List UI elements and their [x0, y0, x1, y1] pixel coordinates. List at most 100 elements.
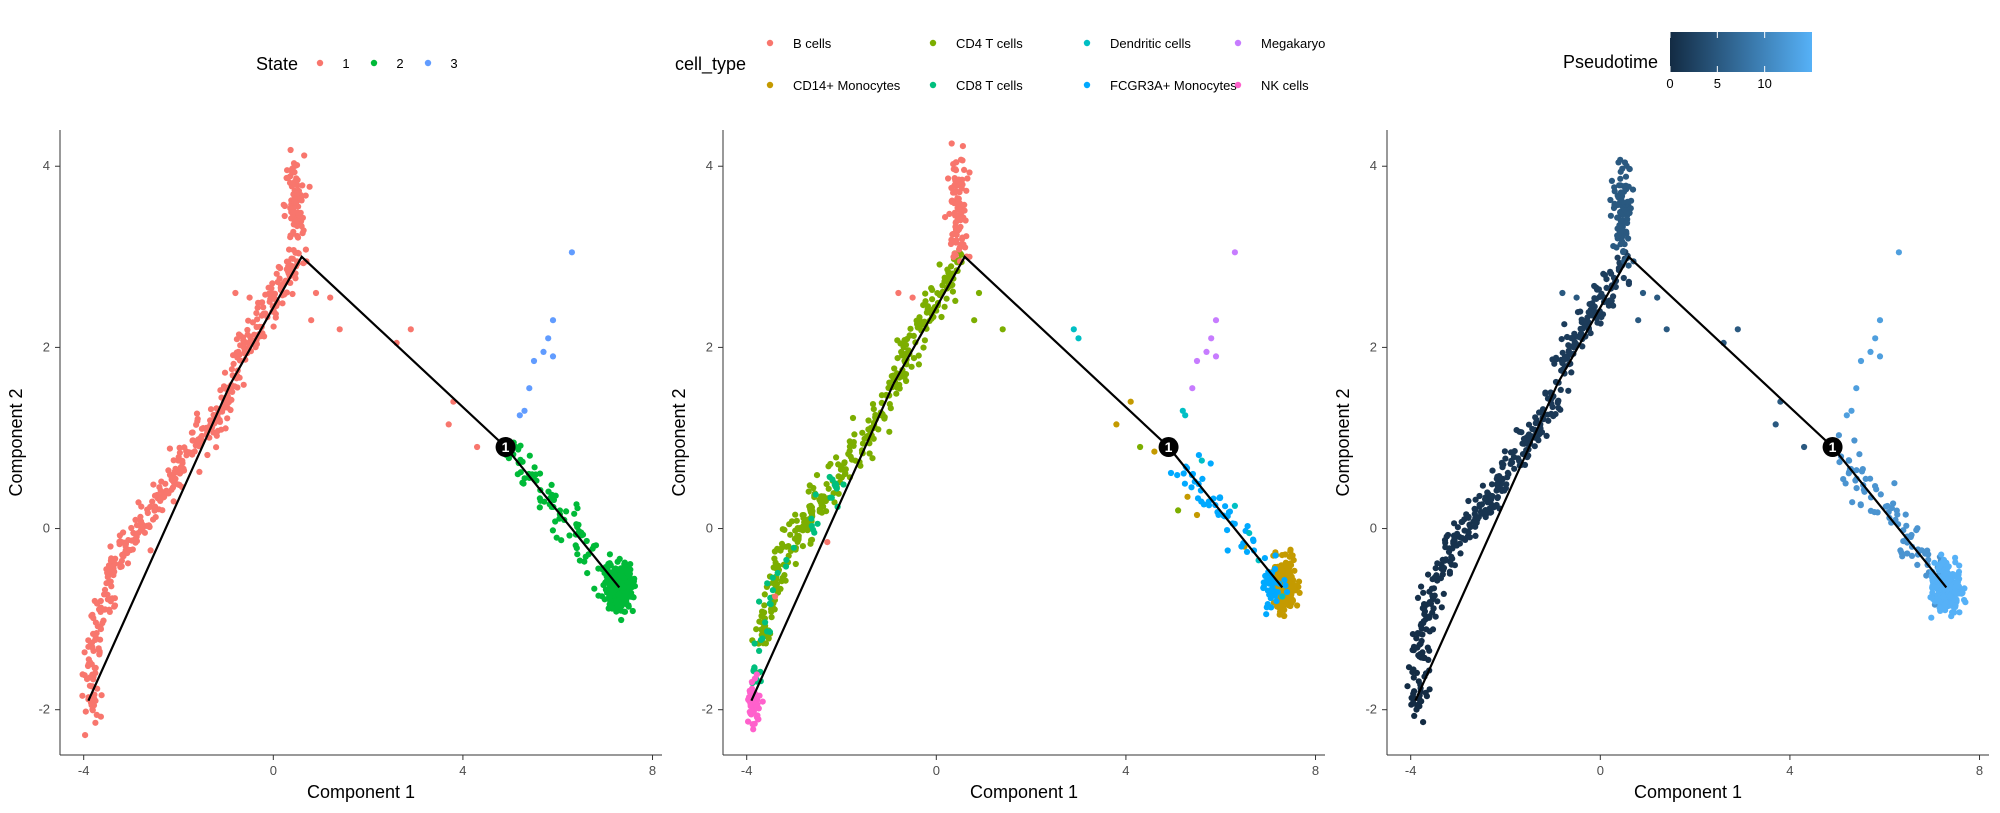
cell-point — [1598, 314, 1605, 321]
cell-point — [615, 577, 622, 584]
cell-point — [1867, 507, 1874, 514]
cell-point — [1542, 390, 1549, 397]
cell-point — [826, 473, 833, 481]
cell-point — [894, 337, 901, 344]
cell-point — [591, 585, 598, 592]
cell-point — [790, 544, 797, 551]
cell-point — [530, 357, 538, 365]
cell-point — [1587, 330, 1594, 337]
cell-point — [145, 522, 152, 529]
cell-point — [920, 302, 927, 309]
cell-point — [216, 416, 223, 424]
cell-point — [915, 361, 923, 368]
cell-point — [1857, 502, 1864, 509]
cell-point — [767, 594, 774, 602]
legend-title: State — [256, 54, 298, 74]
cell-point — [1557, 386, 1564, 393]
cell-point — [946, 210, 953, 217]
cell-point — [293, 190, 300, 197]
cell-point — [808, 522, 815, 530]
cell-point — [938, 313, 945, 321]
cell-point — [756, 618, 763, 625]
cell-point — [1853, 467, 1860, 474]
cell-point — [232, 289, 239, 297]
cell-point — [1531, 443, 1538, 450]
cell-point — [81, 649, 88, 656]
cell-point — [850, 442, 857, 449]
cell-point — [107, 567, 114, 574]
cell-point — [526, 452, 533, 459]
cell-point — [618, 616, 625, 624]
cell-point — [150, 516, 157, 523]
cell-point — [289, 165, 296, 172]
cell-point — [1607, 212, 1614, 219]
cell-point — [1271, 565, 1279, 573]
cell-point — [1591, 282, 1598, 290]
cell-point — [771, 555, 778, 562]
cell-point — [914, 324, 921, 331]
cell-point — [1625, 183, 1632, 190]
cell-point — [799, 511, 806, 519]
cell-point — [1940, 593, 1947, 601]
cell-point — [1853, 485, 1860, 492]
branch-point-label: 1 — [1165, 439, 1173, 455]
cell-point — [1454, 524, 1461, 531]
cell-point — [574, 551, 581, 558]
cell-point — [1872, 335, 1879, 342]
cell-point — [228, 396, 235, 403]
cell-point — [273, 270, 280, 277]
cell-point — [833, 481, 840, 488]
cell-point — [941, 278, 948, 285]
legend-label: CD4 T cells — [956, 36, 1023, 51]
cell-point — [549, 527, 557, 534]
cell-point — [820, 493, 827, 500]
cell-point — [848, 456, 856, 463]
cell-point — [751, 720, 758, 727]
cell-point — [849, 414, 857, 422]
cell-point — [1624, 219, 1631, 227]
cell-point — [170, 457, 177, 464]
cell-point — [1510, 453, 1518, 461]
cell-point — [807, 502, 814, 509]
cell-point — [766, 628, 774, 636]
cell-point — [779, 574, 786, 581]
cell-point — [111, 595, 118, 602]
branch-point-label: 1 — [502, 439, 510, 455]
cell-point — [1625, 235, 1632, 242]
legend-key — [316, 59, 324, 67]
cell-point — [104, 591, 111, 598]
cell-point — [1952, 602, 1959, 609]
cell-point — [117, 560, 124, 567]
cell-point — [1620, 188, 1628, 195]
cell-point — [1843, 412, 1850, 419]
cell-point — [572, 542, 579, 549]
cell-point — [87, 640, 95, 648]
cell-point — [1622, 173, 1630, 180]
cell-point — [902, 341, 910, 348]
cell-point — [571, 510, 578, 517]
cell-point — [835, 490, 842, 497]
cell-point — [952, 167, 960, 174]
cell-point — [1445, 548, 1453, 556]
cell-point — [275, 263, 282, 271]
cell-point — [908, 363, 915, 370]
cell-point — [857, 462, 864, 469]
cell-point — [147, 547, 154, 554]
cell-point — [827, 460, 834, 468]
cell-point — [959, 143, 967, 150]
cell-point — [279, 300, 286, 307]
cell-point — [149, 498, 156, 505]
cell-point — [1189, 385, 1196, 392]
cell-point — [627, 561, 634, 568]
cell-point — [833, 454, 840, 461]
cell-point — [1182, 412, 1189, 419]
cell-point — [1496, 473, 1503, 480]
cell-point — [1451, 520, 1458, 527]
cell-point — [79, 692, 86, 699]
cell-point — [842, 470, 849, 477]
cell-point — [964, 175, 971, 182]
cell-point — [566, 532, 573, 539]
cell-point — [1424, 644, 1431, 651]
x-tick-label: 8 — [1312, 763, 1319, 778]
cell-point — [312, 289, 320, 297]
